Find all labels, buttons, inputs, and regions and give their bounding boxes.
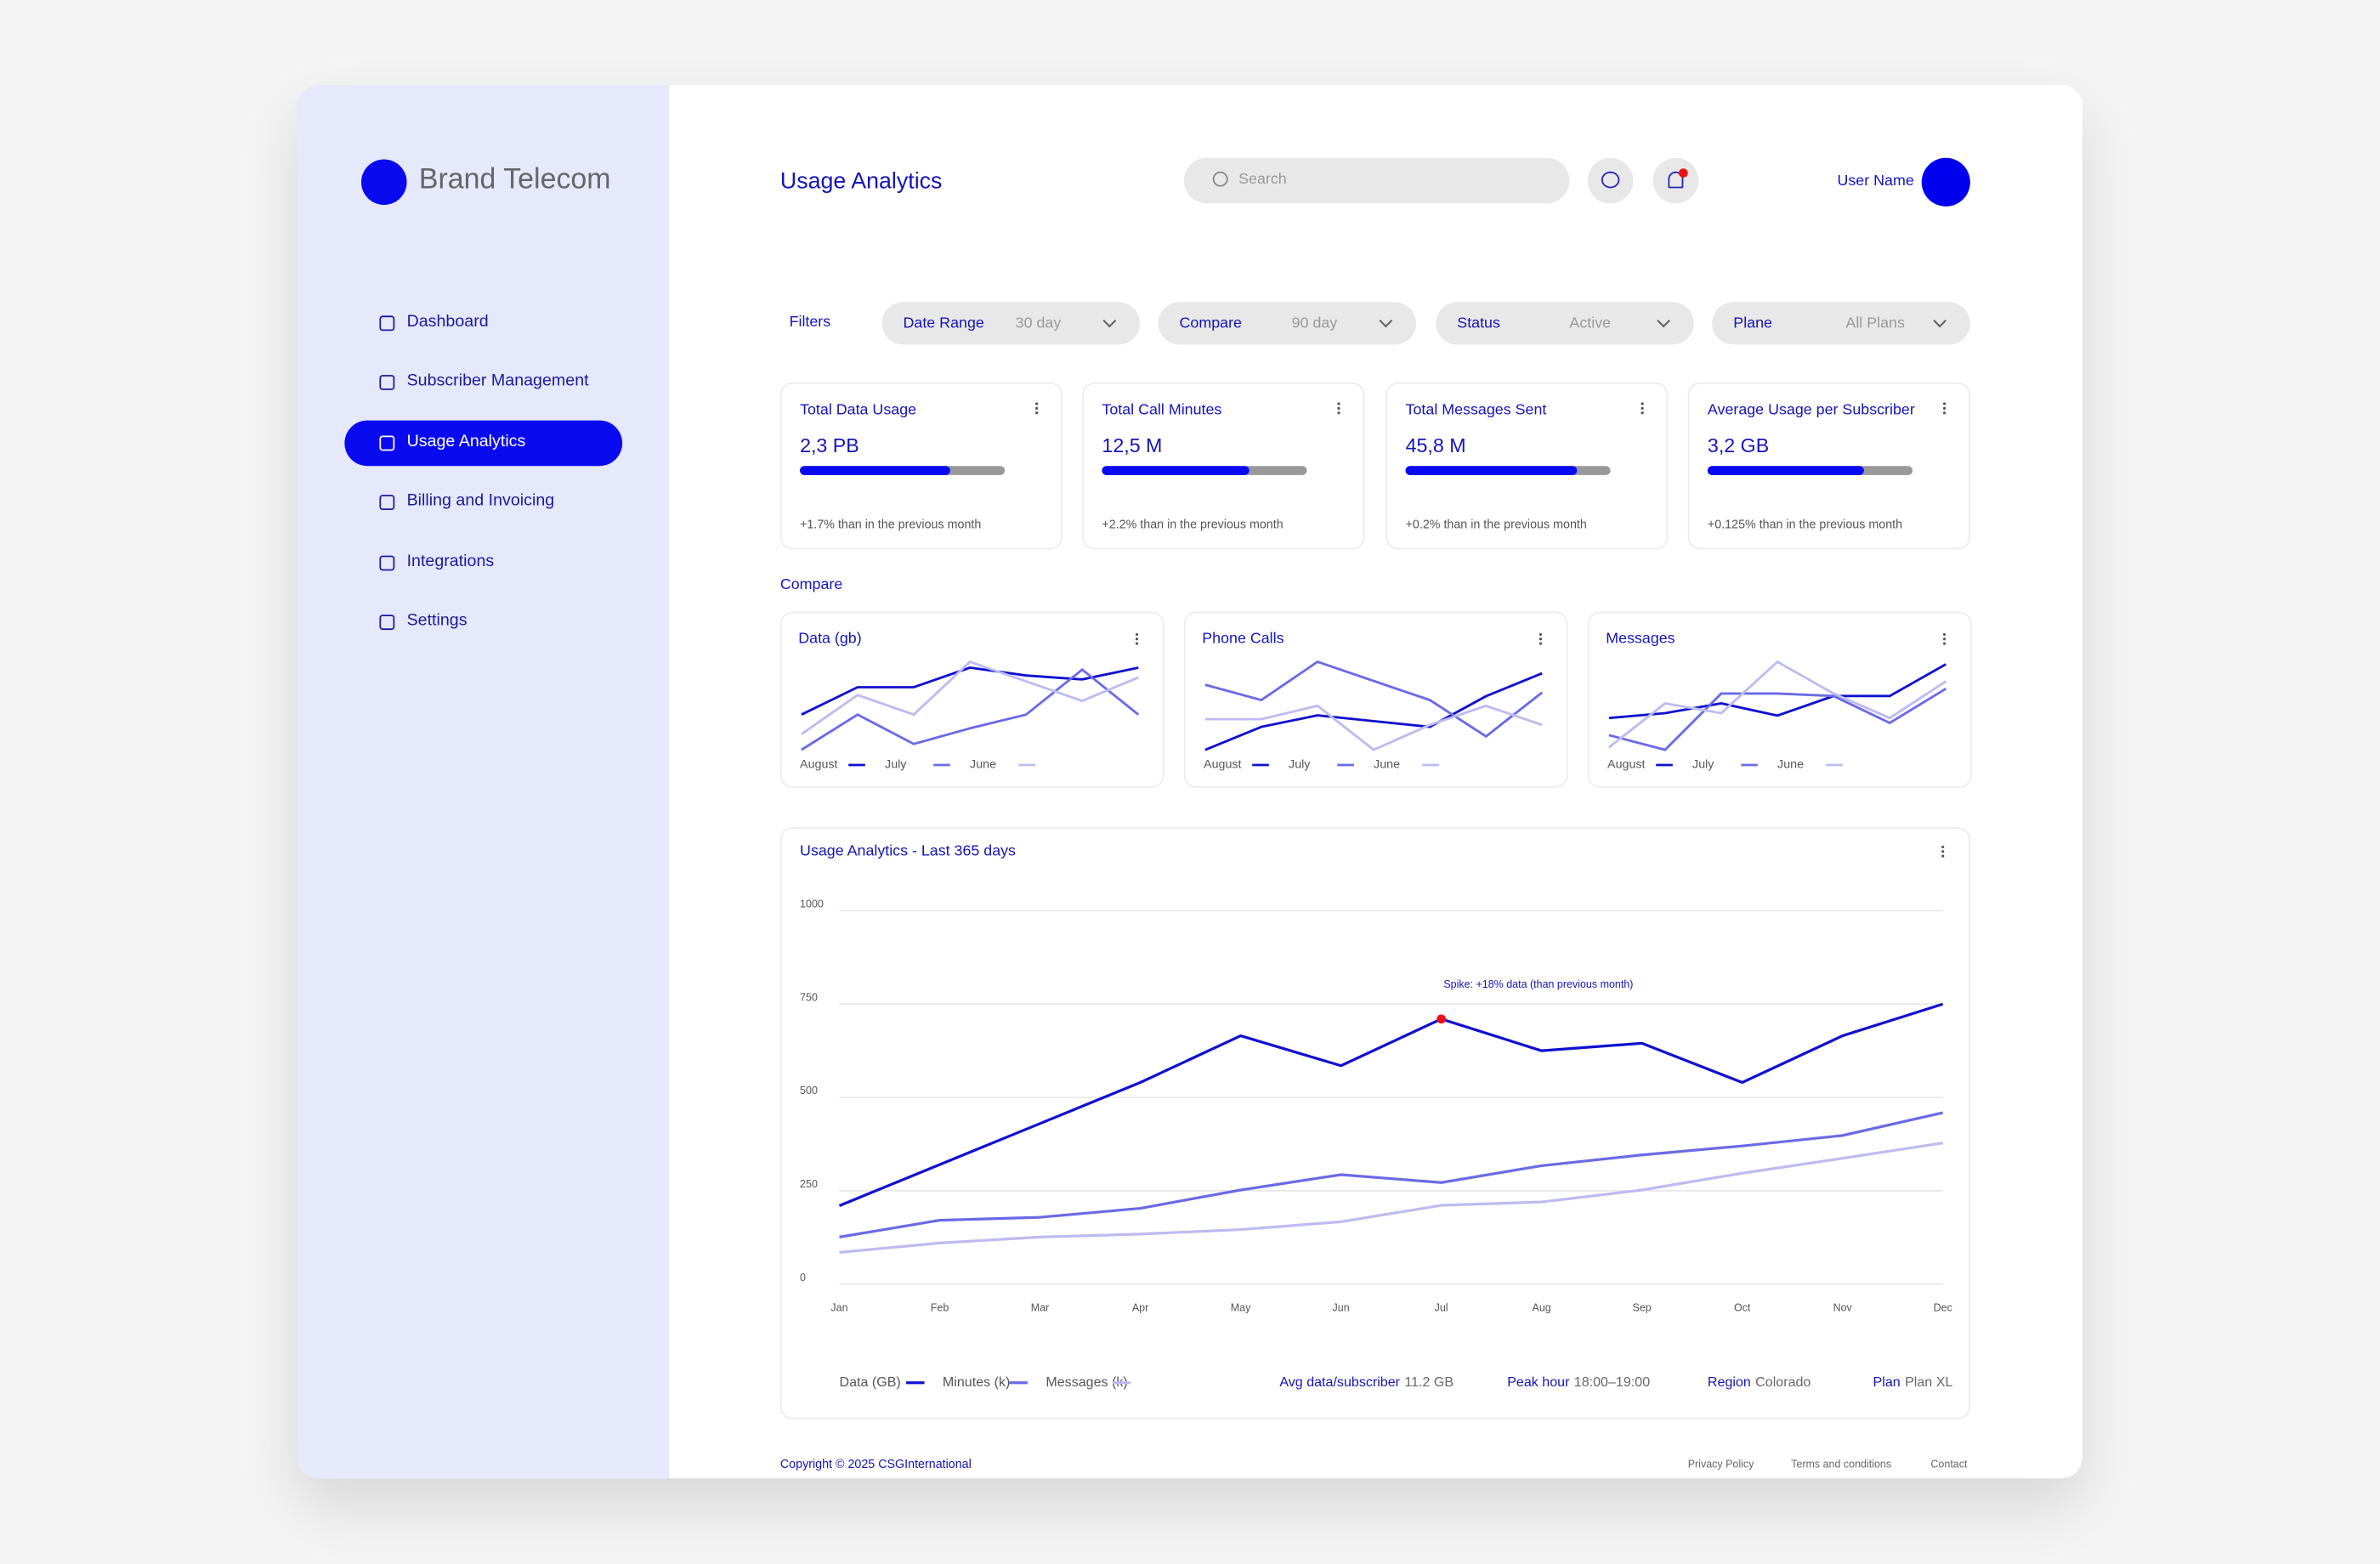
user-avatar[interactable] (1921, 157, 1970, 207)
nav-item[interactable]: Settings (344, 599, 622, 645)
page-title: Usage Analytics (779, 168, 943, 195)
compare-card (1183, 611, 1568, 788)
filter-label: Plane (1733, 315, 1772, 333)
compare-card (1587, 611, 1972, 788)
nav-item[interactable]: Dashboard (344, 301, 622, 347)
nav-icon (379, 315, 395, 332)
nav-item[interactable]: Integrations (344, 541, 622, 586)
compare-card (779, 611, 1164, 788)
nav-label: Usage Analytics (406, 432, 526, 451)
nav-icon (379, 435, 395, 451)
filter-value: All Plans (1845, 315, 1905, 333)
nav-icon (379, 375, 395, 390)
kpi-note: +0.2% than in the previous month (1405, 517, 1587, 531)
bell-icon (1668, 171, 1684, 189)
filter-pill[interactable]: Plane All Plans (1712, 302, 1970, 345)
filter-value: 30 day (1015, 315, 1062, 333)
bell-button[interactable] (1652, 157, 1699, 204)
nav-item[interactable]: Usage Analytics (344, 420, 623, 467)
kpi-value: 3,2 GB (1707, 434, 1770, 457)
brand-name: Brand Telecom (418, 163, 611, 196)
bell-badge (1678, 168, 1688, 178)
filter-pill[interactable]: Compare 90 day (1158, 302, 1417, 345)
nav-label: Dashboard (406, 312, 489, 332)
kpi-note: +0.125% than in the previous month (1707, 517, 1903, 531)
kpi-card: Total Data Usage 2,3 PB +1.7% than in the … (779, 382, 1062, 550)
copyright: Copyright © 2025 CSGInternational (779, 1457, 972, 1471)
kpi-title: Total Data Usage (800, 402, 917, 419)
nav-label: Integrations (406, 552, 495, 571)
filter-value: 90 day (1291, 315, 1338, 333)
progress-fill (1405, 466, 1578, 475)
filter-pill[interactable]: Date Range 30 day (881, 302, 1141, 345)
nav-item[interactable]: Billing and Invoicing (344, 479, 622, 525)
kpi-title: Total Call Minutes (1102, 402, 1222, 419)
nav-icon (379, 555, 395, 571)
nav-label: Billing and Invoicing (406, 491, 555, 510)
kpi-value: 12,5 M (1102, 434, 1163, 457)
nav-icon (379, 495, 395, 510)
nav-label: Settings (406, 611, 468, 631)
progress-fill (1707, 466, 1864, 475)
filter-pill[interactable]: Status Active (1436, 302, 1694, 345)
kpi-note: +1.7% than in the previous month (800, 517, 982, 531)
search-placeholder: Search (1238, 171, 1287, 189)
search-icon (1212, 171, 1228, 187)
progress-fill (1102, 466, 1250, 475)
nav-item[interactable]: Subscriber Management (344, 360, 622, 405)
kpi-note: +2.2% than in the previous month (1102, 517, 1284, 531)
filter-label: Compare (1179, 315, 1242, 333)
kpi-card: Total Messages Sent 45,8 M +0.2% than in t… (1386, 382, 1669, 550)
filter-value: Active (1569, 315, 1612, 333)
kpi-card: Average Usage per Subscriber 3,2 GB +0.125… (1687, 382, 1970, 550)
kpi-card: Total Call Minutes 12,5 M +2.2% than in th… (1082, 382, 1365, 550)
kpi-value: 45,8 M (1405, 434, 1466, 457)
nav-icon (379, 615, 395, 631)
sidebar (297, 84, 670, 1479)
main-card (779, 827, 1970, 1420)
compare-label: Compare (779, 576, 843, 594)
progress-fill (800, 466, 950, 475)
filter-label: Date Range (903, 315, 984, 333)
filter-label: Status (1457, 315, 1500, 333)
nav-label: Subscriber Management (406, 371, 589, 390)
chat-icon (1601, 171, 1620, 189)
kpi-value: 2,3 PB (800, 434, 859, 457)
user-name[interactable]: User Name (1837, 173, 1914, 190)
kpi-title: Average Usage per Subscriber (1707, 402, 1915, 419)
chat-button[interactable] (1587, 157, 1634, 204)
filters-label: Filters (789, 314, 831, 332)
kpi-title: Total Messages Sent (1405, 402, 1547, 419)
brand-logo (360, 159, 407, 206)
search-box[interactable]: Search (1183, 157, 1570, 204)
